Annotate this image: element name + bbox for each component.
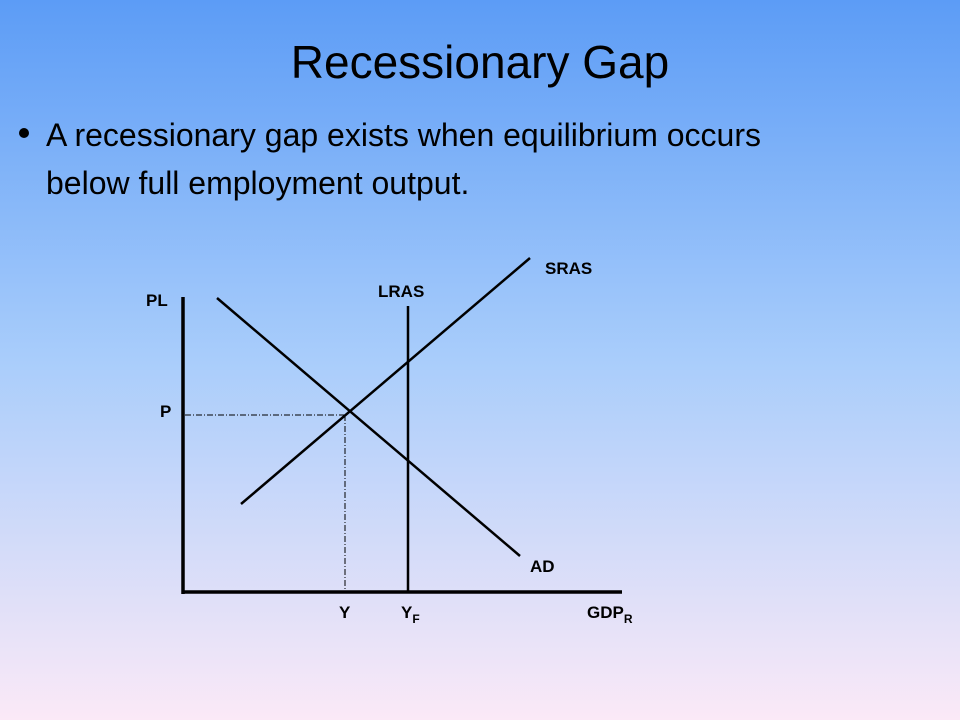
output-label: Y [339, 603, 351, 622]
bullet-line: A recessionary gap exists when equilibri… [46, 117, 761, 153]
label-subscript: F [412, 612, 419, 626]
slide-title: Recessionary Gap [291, 36, 669, 88]
diagram [181, 257, 622, 594]
price-label: P [160, 402, 171, 421]
ad-curve [216, 297, 521, 557]
bullet-dot [19, 128, 29, 138]
label-subscript: R [624, 612, 633, 626]
lras-label: LRAS [378, 282, 424, 301]
sras-curve [240, 257, 531, 505]
ad-label: AD [530, 557, 555, 576]
y-axis-label: PL [146, 291, 168, 310]
x-axis-label: GDPR [587, 603, 633, 626]
sras-label: SRAS [545, 259, 592, 278]
bullet-line: below full employment output. [46, 165, 469, 201]
label-main: Y [401, 603, 413, 622]
full-output-label: YF [401, 603, 420, 626]
label-main: GDP [587, 603, 624, 622]
